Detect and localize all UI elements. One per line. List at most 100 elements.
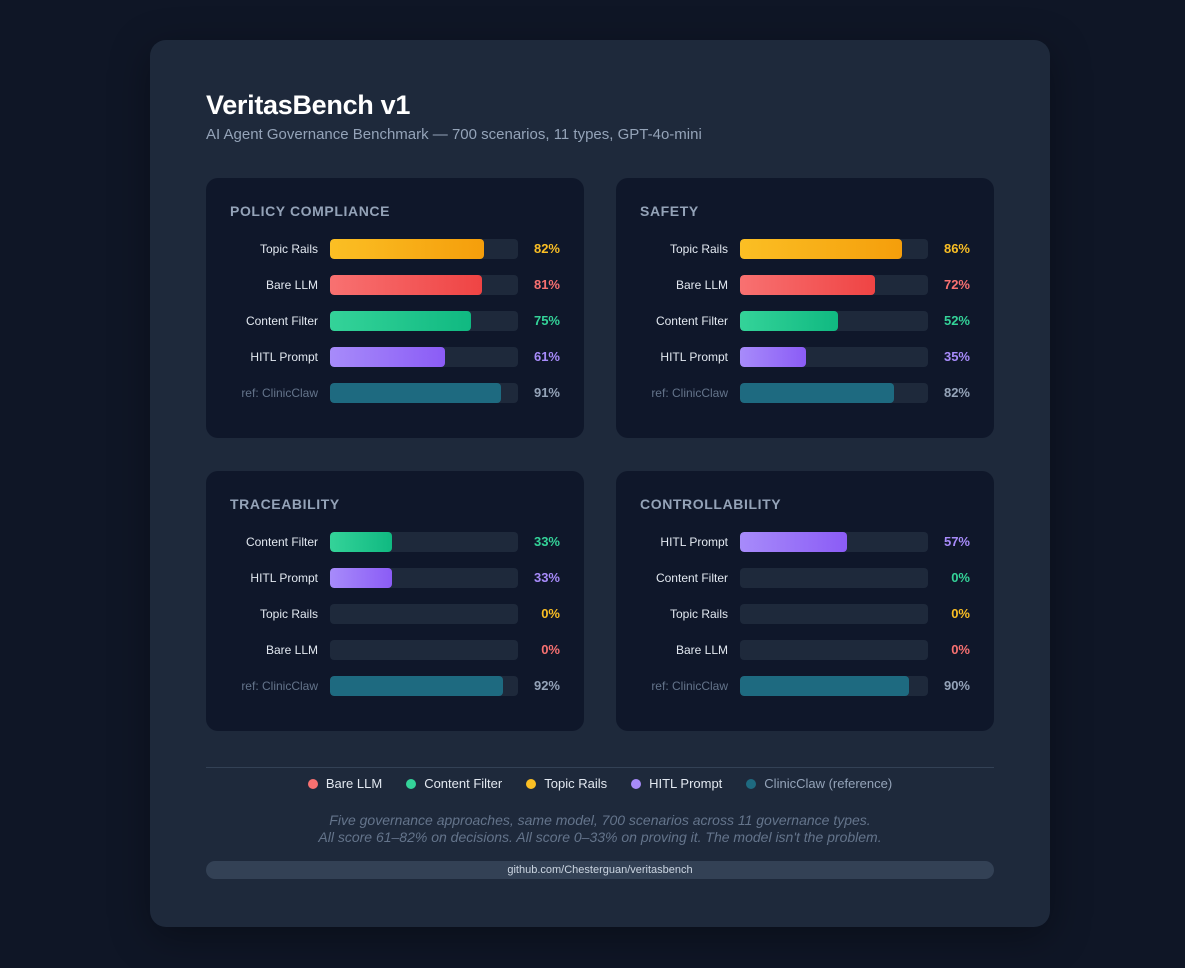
chart-panel-controllability: CONTROLLABILITY HITL Prompt 57% Content Fil… [616,471,994,731]
bar-label: HITL Prompt [660,350,728,364]
bar-value-label: 33% [533,570,560,585]
bar-clinicclaw [740,676,909,696]
bar-topic_rails [740,239,902,259]
bar-label: Topic Rails [669,607,728,621]
legend-dot-icon [631,778,642,789]
bar-row-bare-llm: Bare LLM 81% [206,275,584,295]
bar-value-label: 0% [951,606,970,621]
bar-label: HITL Prompt [660,535,728,549]
chart-title: CONTROLLABILITY [640,496,782,512]
bar-value-label: 82% [943,385,970,400]
page-title: VeritasBench v1 [206,90,411,120]
legend-item-topic-rails: Topic Rails [526,776,607,791]
footnote-line-1: Five governance approaches, same model, … [329,812,871,828]
legend-item-hitl-prompt: HITL Prompt [631,776,722,791]
footnote-line-2: All score 61–82% on decisions. All score… [318,829,882,845]
bar-value-label: 82% [533,241,560,256]
bar-row-bare-llm: Bare LLM 0% [206,640,584,660]
bar-content_filter [330,311,471,331]
bar-value-label: 61% [533,349,560,364]
bar-row-hitl-prompt: HITL Prompt 57% [616,532,994,552]
bar-track [330,532,518,552]
bar-value-label: 0% [951,570,970,585]
bar-hitl_prompt [330,568,392,588]
bar-row-hitl-prompt: HITL Prompt 35% [616,347,994,367]
legend-label: Bare LLM [325,776,383,791]
bar-label: Bare LLM [265,643,318,657]
bar-track [330,604,518,624]
bar-clinicclaw [330,676,503,696]
bar-track [330,676,518,696]
page-subtitle: AI Agent Governance Benchmark — 700 scen… [206,126,702,143]
bar-content_filter [740,311,838,331]
bar-row-content-filter: Content Filter 52% [616,311,994,331]
chart-title: TRACEABILITY [230,496,340,512]
bar-track [330,568,518,588]
bar-label: Topic Rails [259,607,318,621]
bar-value-label: 86% [943,241,970,256]
bar-topic_rails [330,239,484,259]
bar-hitl_prompt [330,347,445,367]
bar-value-label: 57% [943,534,970,549]
bar-track [330,275,518,295]
legend-dot-icon [406,778,417,789]
legend-label: Topic Rails [544,776,608,791]
bar-row-hitl-prompt: HITL Prompt 33% [206,568,584,588]
bar-row-ref-clinicclaw: ref: ClinicClaw 90% [616,676,994,696]
bar-value-label: 90% [943,678,970,693]
bar-value-label: 52% [943,313,970,328]
bar-row-hitl-prompt: HITL Prompt 61% [206,347,584,367]
bar-row-topic-rails: Topic Rails 0% [206,604,584,624]
bar-track [740,532,928,552]
bar-label: HITL Prompt [250,350,318,364]
bar-value-label: 92% [533,678,560,693]
bar-row-content-filter: Content Filter 75% [206,311,584,331]
bar-value-label: 75% [533,313,560,328]
divider [206,767,994,768]
bar-clinicclaw [740,383,894,403]
bar-label: Topic Rails [259,242,318,256]
bar-row-ref-clinicclaw: ref: ClinicClaw 82% [616,383,994,403]
legend-dot-icon [307,778,318,789]
bar-row-topic-rails: Topic Rails 86% [616,239,994,259]
bar-value-label: 72% [943,277,970,292]
bar-row-topic-rails: Topic Rails 0% [616,604,994,624]
bar-value-label: 0% [541,606,560,621]
bar-value-label: 33% [533,534,560,549]
legend-label: Content Filter [424,776,503,791]
bar-value-label: 81% [533,277,560,292]
bar-label: Bare LLM [265,278,318,292]
chart-panel-policy-compliance: POLICY COMPLIANCE Topic Rails 82% Bare LLM 8… [206,178,584,438]
bar-row-ref-clinicclaw: ref: ClinicClaw 92% [206,676,584,696]
bar-track [330,640,518,660]
bar-label: ref: ClinicClaw [651,679,728,693]
bar-hitl_prompt [740,347,806,367]
chart-title: SAFETY [640,203,699,219]
bar-label: Content Filter [655,314,728,328]
bar-label: ref: ClinicClaw [241,679,318,693]
bar-row-topic-rails: Topic Rails 82% [206,239,584,259]
bar-label: Bare LLM [675,278,728,292]
legend: Bare LLM Content Filter Topic Rails HITL Pr… [206,776,994,791]
legend-item-clinicclaw: ClinicClaw (reference) [746,776,892,791]
bar-label: Content Filter [245,314,318,328]
bar-value-label: 35% [943,349,970,364]
bar-value-label: 0% [541,642,560,657]
bar-label: HITL Prompt [250,571,318,585]
bar-track [740,640,928,660]
bar-row-ref-clinicclaw: ref: ClinicClaw 91% [206,383,584,403]
legend-label: HITL Prompt [649,776,723,791]
bar-bare_llm [330,275,482,295]
repo-link[interactable]: github.com/Chesterguan/veritasbench [206,861,994,879]
bar-label: Content Filter [245,535,318,549]
bar-track [740,347,928,367]
bar-value-label: 91% [533,385,560,400]
bar-label: Topic Rails [669,242,728,256]
bar-row-content-filter: Content Filter 0% [616,568,994,588]
bar-track [740,239,928,259]
legend-dot-icon [746,778,757,789]
bar-value-label: 0% [951,642,970,657]
chart-panel-safety: SAFETY Topic Rails 86% Bare LLM 72% Content F… [616,178,994,438]
footnote: Five governance approaches, same model, … [206,812,994,846]
bar-clinicclaw [330,383,501,403]
